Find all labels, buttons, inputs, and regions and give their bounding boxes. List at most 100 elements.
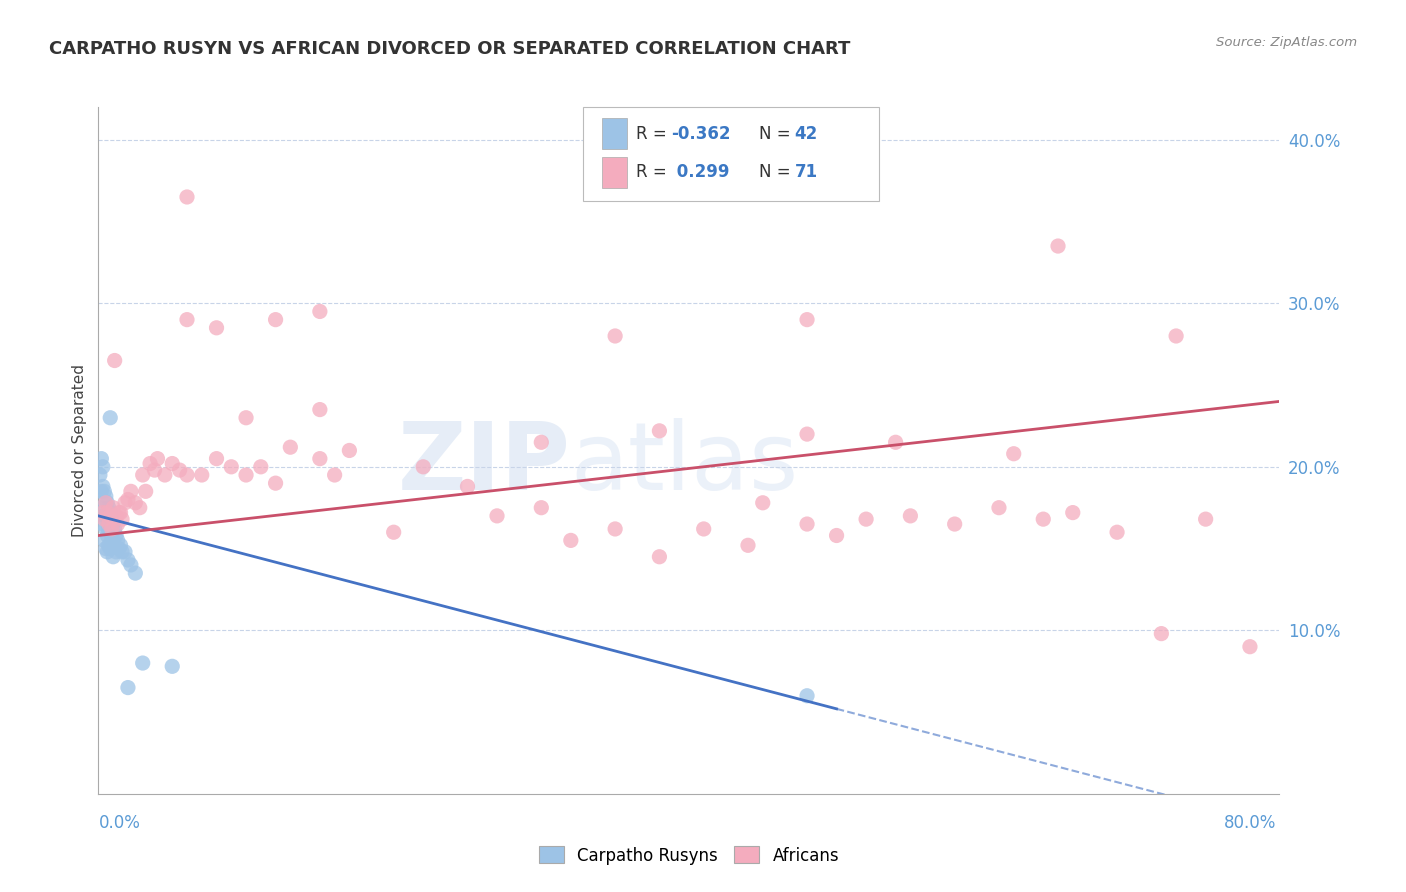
Point <box>98 525 121 540</box>
Point <box>90 500 112 515</box>
Point <box>124 496 146 510</box>
Point <box>486 508 509 523</box>
Point <box>153 467 176 482</box>
Point <box>221 459 243 474</box>
Point <box>382 525 405 540</box>
Point <box>1166 329 1188 343</box>
Point <box>605 522 627 536</box>
Point <box>90 451 112 466</box>
Point <box>91 459 114 474</box>
Point <box>98 410 121 425</box>
Point <box>530 435 553 450</box>
Point <box>648 549 671 564</box>
Point <box>280 440 302 454</box>
Point <box>100 522 122 536</box>
Text: N =: N = <box>759 125 796 143</box>
Point <box>93 533 115 548</box>
Point <box>110 506 132 520</box>
Point <box>111 512 134 526</box>
Point <box>107 533 129 548</box>
Point <box>110 538 132 552</box>
Point <box>1002 447 1025 461</box>
Point <box>104 522 127 536</box>
Text: 80.0%: 80.0% <box>1225 814 1277 831</box>
Point <box>103 516 125 531</box>
Text: Source: ZipAtlas.com: Source: ZipAtlas.com <box>1216 36 1357 49</box>
Text: atlas: atlas <box>571 418 799 510</box>
Point <box>132 656 155 670</box>
Point <box>205 321 228 335</box>
Text: 0.299: 0.299 <box>671 163 730 181</box>
Point <box>884 435 907 450</box>
Point <box>309 451 332 466</box>
Point <box>94 489 117 503</box>
Point <box>143 463 166 477</box>
Point <box>105 545 128 559</box>
Point <box>103 549 125 564</box>
Point <box>100 512 122 526</box>
Point <box>89 467 111 482</box>
Point <box>111 545 134 559</box>
Point <box>94 508 117 523</box>
Point <box>530 500 553 515</box>
Point <box>825 528 848 542</box>
Text: R =: R = <box>636 163 672 181</box>
Point <box>98 508 121 523</box>
Point <box>943 516 966 531</box>
Point <box>176 312 198 326</box>
Point <box>91 516 114 531</box>
Legend: Carpatho Rusyns, Africans: Carpatho Rusyns, Africans <box>538 847 839 864</box>
Point <box>1195 512 1218 526</box>
Point <box>94 496 117 510</box>
Point <box>117 553 139 567</box>
Point <box>94 522 117 536</box>
Text: ZIP: ZIP <box>398 418 571 510</box>
Point <box>120 484 142 499</box>
Point <box>105 508 128 523</box>
Point <box>1062 506 1084 520</box>
Point <box>988 500 1011 515</box>
Point <box>96 496 118 510</box>
Point <box>96 545 118 559</box>
Point <box>117 681 139 695</box>
Point <box>560 533 582 548</box>
Text: 0.0%: 0.0% <box>98 814 141 831</box>
Point <box>264 312 287 326</box>
Y-axis label: Divorced or Separated: Divorced or Separated <box>72 364 87 537</box>
Point <box>176 467 198 482</box>
Point <box>1107 525 1129 540</box>
Point <box>105 528 128 542</box>
Point <box>104 353 127 368</box>
Point <box>235 467 257 482</box>
Point <box>91 506 114 520</box>
Point <box>648 424 671 438</box>
Point <box>796 516 818 531</box>
Point <box>205 451 228 466</box>
Point <box>108 506 131 520</box>
Point <box>97 538 120 552</box>
Text: -0.362: -0.362 <box>671 125 730 143</box>
Point <box>91 479 114 493</box>
Point <box>93 508 115 523</box>
Point <box>605 329 627 343</box>
Point <box>128 500 150 515</box>
Point <box>235 410 257 425</box>
Text: R =: R = <box>636 125 672 143</box>
Point <box>96 512 118 526</box>
Point <box>855 512 877 526</box>
Point <box>120 558 142 572</box>
Text: CARPATHO RUSYN VS AFRICAN DIVORCED OR SEPARATED CORRELATION CHART: CARPATHO RUSYN VS AFRICAN DIVORCED OR SE… <box>49 40 851 58</box>
Text: 71: 71 <box>794 163 817 181</box>
Point <box>796 427 818 442</box>
Text: N =: N = <box>759 163 796 181</box>
Point <box>264 476 287 491</box>
Point <box>96 528 118 542</box>
Point <box>162 457 183 471</box>
Point <box>108 541 131 556</box>
Point <box>117 492 139 507</box>
Text: 42: 42 <box>794 125 818 143</box>
Point <box>693 522 716 536</box>
Point <box>339 443 361 458</box>
Point <box>93 512 115 526</box>
Point <box>98 506 121 520</box>
